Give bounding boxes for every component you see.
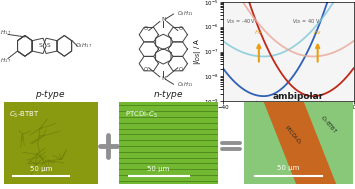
Text: $C_8H_{17}$: $C_8H_{17}$ [0, 28, 11, 37]
Text: O: O [143, 67, 148, 72]
Text: $n$-type: $n$-type [153, 88, 184, 101]
Text: $C_8H_{17}$: $C_8H_{17}$ [75, 41, 92, 50]
Text: S: S [47, 43, 51, 48]
Text: $V_{DS}$ = 40 V: $V_{DS}$ = 40 V [291, 17, 320, 26]
Text: hν: hν [255, 30, 263, 35]
X-axis label: $V_{GS}$ / V: $V_{GS}$ / V [275, 112, 301, 122]
Text: O: O [179, 26, 183, 31]
Y-axis label: $|I_{DS}|$ / A: $|I_{DS}|$ / A [192, 38, 203, 65]
Text: $p$-type: $p$-type [36, 88, 66, 101]
Text: 50 µm: 50 µm [278, 165, 300, 171]
Text: $V_{DS}$ = -40 V: $V_{DS}$ = -40 V [226, 17, 256, 26]
Text: $C_5$-BTBT: $C_5$-BTBT [9, 110, 40, 120]
Text: N: N [161, 76, 166, 81]
Text: 50 µm: 50 µm [30, 166, 53, 172]
Text: PTCDI-$C_5$: PTCDI-$C_5$ [125, 110, 158, 120]
Text: N: N [161, 17, 166, 22]
Text: hν: hν [314, 30, 321, 35]
Text: $C_5$-BTBT: $C_5$-BTBT [318, 114, 339, 136]
Text: $C_8H_{17}$: $C_8H_{17}$ [0, 56, 11, 64]
Text: ambipolar: ambipolar [273, 91, 324, 101]
Text: 50 µm: 50 µm [147, 166, 170, 172]
Text: O: O [143, 26, 148, 31]
Text: $C_8H_{11}$: $C_8H_{11}$ [177, 9, 193, 18]
Text: O: O [179, 67, 183, 72]
Polygon shape [264, 102, 336, 184]
Text: PTCDI-$C_5$: PTCDI-$C_5$ [282, 123, 304, 147]
Text: $C_8H_{11}$: $C_8H_{11}$ [177, 80, 193, 89]
Text: S: S [38, 43, 42, 48]
